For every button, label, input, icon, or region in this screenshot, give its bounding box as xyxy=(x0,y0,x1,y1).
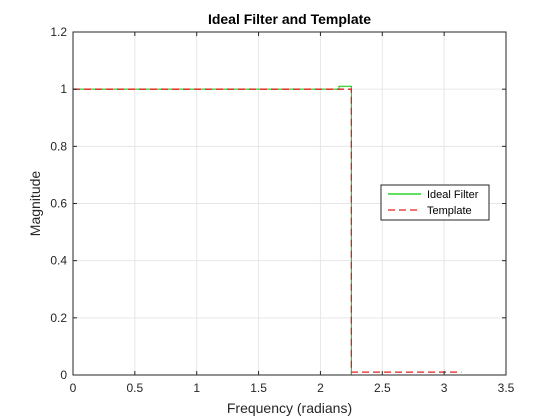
y-tick-label: 0.8 xyxy=(50,139,67,153)
x-tick-label: 2 xyxy=(317,381,324,395)
y-tick-label: 0.2 xyxy=(50,311,67,325)
x-tick-label: 2.5 xyxy=(374,381,391,395)
y-tick-label: 0.4 xyxy=(50,254,67,268)
legend-label: Ideal Filter xyxy=(427,189,479,201)
x-tick-label: 1.5 xyxy=(250,381,267,395)
x-tick-label: 1 xyxy=(193,381,200,395)
legend-box xyxy=(380,184,490,221)
x-tick-label: 0.5 xyxy=(127,381,144,395)
legend: Ideal Filter Template xyxy=(380,184,490,221)
y-tick-label: 0.6 xyxy=(50,197,67,211)
series-line-template xyxy=(73,88,462,373)
x-tick-label: 3.5 xyxy=(498,381,515,395)
chart-title: Ideal Filter and Template xyxy=(208,11,371,27)
y-axis-label: Magnitude xyxy=(27,171,43,237)
axis-ticks: 0 0.5 1 1.5 2 2.5 3 3.5 0 0.2 0.4 0.6 0.8 1 1.2 xyxy=(50,25,514,395)
x-axis-label: Frequency (radians) xyxy=(227,400,352,416)
y-tick-label: 1 xyxy=(60,82,67,96)
x-tick-label: 0 xyxy=(70,381,77,395)
legend-label: Template xyxy=(427,205,472,217)
y-tick-label: 0 xyxy=(60,368,67,382)
y-tick-label: 1.2 xyxy=(50,25,67,39)
x-tick-label: 3 xyxy=(441,381,448,395)
